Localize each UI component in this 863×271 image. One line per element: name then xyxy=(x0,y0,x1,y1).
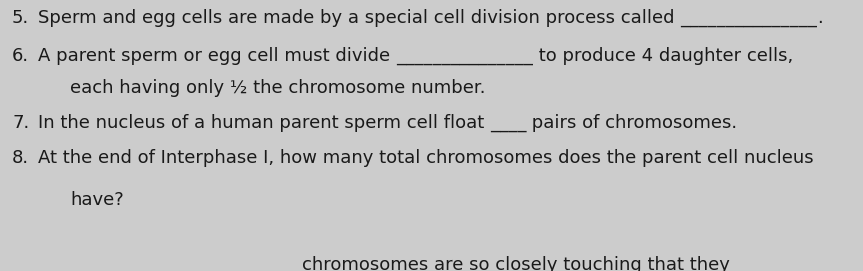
Text: chromosomes are so closely touching that they: chromosomes are so closely touching that… xyxy=(302,256,730,271)
Text: 6.: 6. xyxy=(12,47,29,65)
Text: ____: ____ xyxy=(490,114,526,132)
Text: Sperm and egg cells are made by a special cell division process called: Sperm and egg cells are made by a specia… xyxy=(38,9,680,27)
Text: 7.: 7. xyxy=(12,114,29,132)
Text: 5.: 5. xyxy=(12,9,29,27)
Text: to produce 4 daughter cells,: to produce 4 daughter cells, xyxy=(532,47,793,65)
Text: A parent sperm or egg cell must divide: A parent sperm or egg cell must divide xyxy=(38,47,396,65)
Text: _______________: _______________ xyxy=(396,47,532,65)
Text: _______________: _______________ xyxy=(680,9,817,27)
Text: each having only ½ the chromosome number.: each having only ½ the chromosome number… xyxy=(70,79,486,97)
Text: 8.: 8. xyxy=(12,149,29,167)
Text: pairs of chromosomes.: pairs of chromosomes. xyxy=(526,114,738,132)
Text: .: . xyxy=(817,9,823,27)
Text: At the end of Interphase I, how many total chromosomes does the parent cell nucl: At the end of Interphase I, how many tot… xyxy=(38,149,814,167)
Text: In the nucleus of a human parent sperm cell float: In the nucleus of a human parent sperm c… xyxy=(38,114,490,132)
Text: have?: have? xyxy=(70,191,123,209)
